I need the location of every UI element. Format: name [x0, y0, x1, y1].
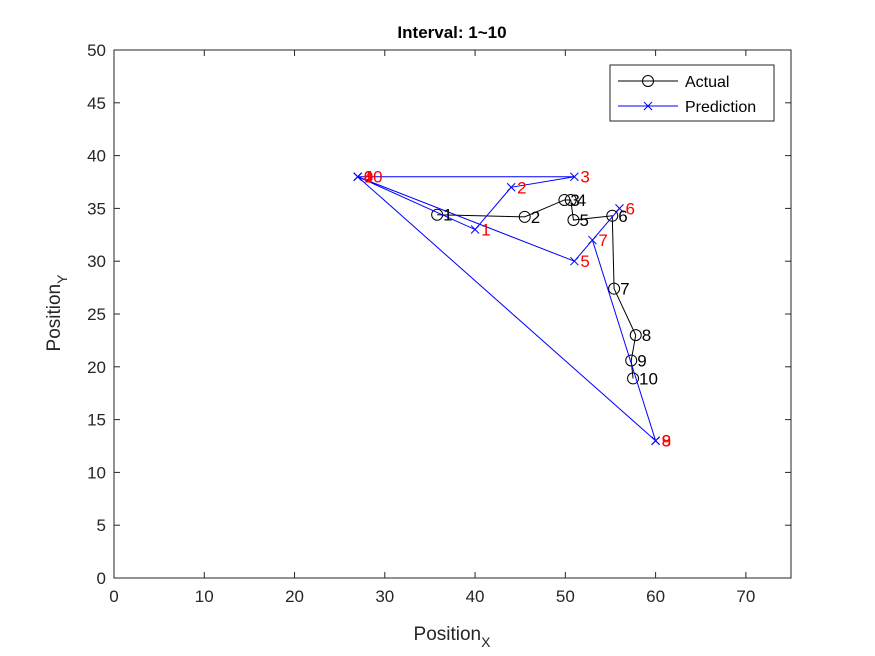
y-tick-label: 5 [97, 516, 106, 535]
x-axis-label: PositionX [414, 624, 492, 650]
actual-point [629, 329, 642, 342]
x-tick-label: 20 [285, 587, 304, 606]
y-tick-label: 25 [87, 305, 106, 324]
prediction-point [470, 225, 480, 234]
actual-point [558, 193, 571, 206]
y-axis-label-base: Position [44, 284, 65, 352]
prediction-point [570, 172, 579, 182]
legend-prediction-marker [643, 101, 653, 111]
y-axis-label: PositionY [44, 274, 70, 352]
prediction-series-line [357, 176, 657, 443]
y-axis-label-sub: Y [54, 274, 70, 284]
actual-point-label: 9 [637, 351, 646, 370]
y-tick-label: 0 [97, 569, 106, 588]
y-tick-label: 30 [87, 252, 106, 271]
prediction-point-label: 8 [662, 432, 671, 451]
prediction-point-label: 0 [364, 168, 373, 187]
prediction-point-label: 1 [481, 221, 490, 240]
actual-point [625, 354, 638, 367]
actual-point [567, 214, 580, 227]
y-tick-label: 15 [87, 411, 106, 430]
y-tick-label: 45 [87, 94, 106, 113]
plot-area [114, 50, 791, 578]
x-axis-label-base: Position [414, 624, 482, 645]
actual-point [627, 372, 640, 385]
actual-point-label: 5 [579, 211, 588, 230]
y-tick-label: 35 [87, 199, 106, 218]
actual-point-label: 7 [620, 280, 629, 299]
legend-actual-marker [642, 75, 654, 87]
series-layer [353, 172, 660, 446]
actual-point-label: 10 [639, 369, 658, 388]
prediction-point-label: 10 [364, 168, 383, 187]
legend-box [609, 64, 775, 122]
actual-point-label: 8 [642, 326, 651, 345]
prediction-point [570, 256, 579, 266]
x-tick-label: 50 [556, 587, 575, 606]
actual-point [564, 193, 577, 206]
y-tick-label: 20 [87, 358, 106, 377]
prediction-point-label: 6 [625, 199, 634, 218]
x-tick-label: 60 [646, 587, 665, 606]
y-tick-label: 10 [87, 463, 106, 482]
prediction-point [615, 204, 624, 213]
actual-point [518, 210, 531, 223]
prediction-point [651, 436, 660, 446]
x-tick-label: 70 [736, 587, 755, 606]
actual-point-label: 2 [531, 208, 540, 227]
prediction-point [506, 182, 516, 192]
legend-actual-label: Actual [685, 74, 729, 91]
legend-prediction-label: Prediction [685, 99, 756, 116]
prediction-point [353, 172, 363, 182]
actual-series-line [437, 199, 637, 379]
x-tick-label: 30 [375, 587, 394, 606]
prediction-point-label: 3 [580, 168, 589, 187]
prediction-point-label: 5 [580, 252, 589, 271]
prediction-point [588, 235, 597, 245]
chart-title: Interval: 1~10 [397, 23, 506, 42]
actual-point [606, 209, 619, 222]
prediction-point-label: 2 [517, 178, 526, 197]
actual-point-label: 3 [570, 191, 579, 210]
actual-point-label: 6 [618, 207, 627, 226]
x-tick-label: 10 [195, 587, 214, 606]
prediction-point-label: 4 [364, 168, 373, 187]
y-tick-label: 40 [87, 147, 106, 166]
legend: Actual Prediction [609, 64, 775, 122]
x-axis-label-sub: X [481, 634, 491, 650]
actual-point-label: 1 [443, 206, 452, 225]
y-tick-label: 50 [87, 41, 106, 60]
x-tick-label: 0 [109, 587, 118, 606]
prediction-point-label: 9 [662, 432, 671, 451]
actual-point-label: 4 [577, 191, 586, 210]
prediction-point-label: 7 [598, 231, 607, 250]
x-tick-label: 40 [466, 587, 485, 606]
actual-point [608, 282, 621, 295]
